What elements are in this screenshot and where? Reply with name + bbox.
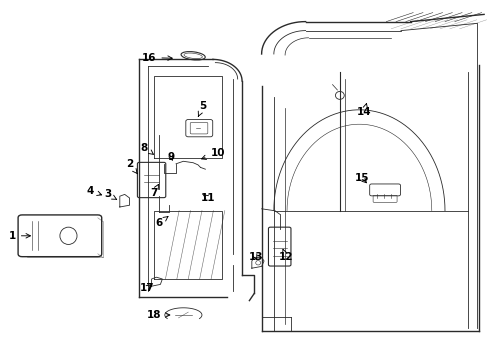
Text: 10: 10 <box>201 148 224 159</box>
Text: 9: 9 <box>167 152 174 162</box>
Text: 1: 1 <box>9 231 30 241</box>
Text: 7: 7 <box>150 184 158 198</box>
Text: 12: 12 <box>278 249 293 262</box>
Text: 17: 17 <box>139 283 154 293</box>
Text: 6: 6 <box>155 217 167 228</box>
Text: 11: 11 <box>200 193 215 203</box>
Text: 13: 13 <box>248 252 263 262</box>
Text: 16: 16 <box>142 53 172 63</box>
Text: 8: 8 <box>141 143 153 154</box>
Text: 15: 15 <box>354 173 368 183</box>
Text: 4: 4 <box>86 186 102 196</box>
Text: 5: 5 <box>198 101 206 117</box>
Text: 14: 14 <box>356 103 371 117</box>
Text: 3: 3 <box>104 189 117 199</box>
Text: 18: 18 <box>146 310 169 320</box>
Text: 2: 2 <box>126 159 137 174</box>
